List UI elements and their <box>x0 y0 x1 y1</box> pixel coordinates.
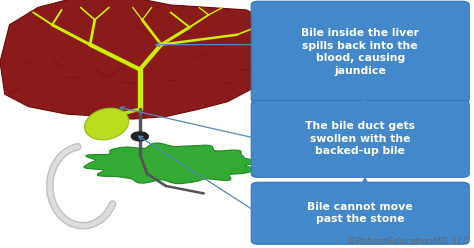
Circle shape <box>131 132 148 141</box>
Polygon shape <box>84 143 263 184</box>
FancyBboxPatch shape <box>251 182 469 244</box>
Text: ©PatientEducationMD, LLC: ©PatientEducationMD, LLC <box>347 237 469 246</box>
Text: Bile inside the liver
spills back into the
blood, causing
jaundice: Bile inside the liver spills back into t… <box>301 29 419 76</box>
Polygon shape <box>0 0 284 119</box>
FancyBboxPatch shape <box>251 1 469 103</box>
Ellipse shape <box>84 108 129 140</box>
Text: Bile cannot move
past the stone: Bile cannot move past the stone <box>308 202 413 224</box>
Text: The bile duct gets
swollen with the
backed-up bile: The bile duct gets swollen with the back… <box>305 122 415 156</box>
FancyBboxPatch shape <box>251 100 469 177</box>
